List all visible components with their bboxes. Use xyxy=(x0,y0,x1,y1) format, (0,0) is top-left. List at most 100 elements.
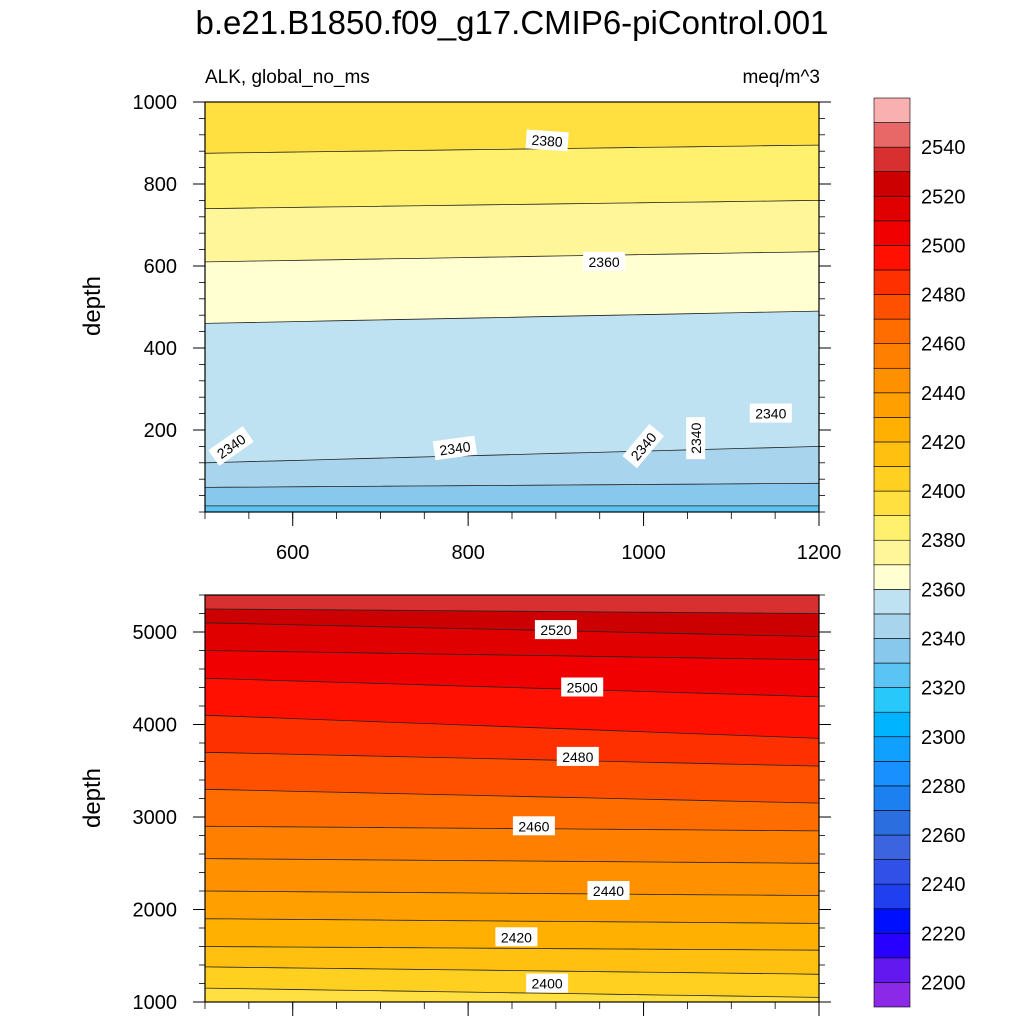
colorbar-tick-label: 2520 xyxy=(921,186,966,208)
colorbar-box xyxy=(873,417,911,443)
contour-band xyxy=(205,505,819,512)
contour-band xyxy=(205,622,819,660)
y-tick-label: 800 xyxy=(144,174,177,196)
contour-line xyxy=(204,825,820,832)
contour-label-bg xyxy=(749,403,792,423)
colorbar-box xyxy=(873,810,911,836)
colorbar-tick-label: 2400 xyxy=(921,481,966,503)
colorbar-tick-label: 2240 xyxy=(921,874,966,896)
contour-line xyxy=(204,200,820,209)
contour-label: 2340 xyxy=(432,435,478,461)
contour-band xyxy=(205,251,819,324)
y-tick-label: 1000 xyxy=(133,92,178,114)
contour-label-text: 2420 xyxy=(501,929,532,945)
colorbar-box xyxy=(873,367,911,394)
colorbar-tick-label: 2460 xyxy=(921,334,966,356)
colorbar-box xyxy=(873,245,911,271)
contour-label-bg xyxy=(556,746,599,766)
x-tick-label: 1000 xyxy=(621,542,666,564)
contour-label-bg xyxy=(583,251,626,271)
contour-label-bg xyxy=(512,816,555,836)
contour-line xyxy=(204,608,820,614)
contour-line xyxy=(204,858,820,864)
contour-label-text: 2400 xyxy=(532,976,563,992)
contour-label: 2480 xyxy=(556,746,599,766)
colorbar-box xyxy=(873,294,911,320)
colorbar-tick-label: 2220 xyxy=(921,923,966,945)
colorbar-tick-label: 2300 xyxy=(921,727,966,749)
colorbar-box xyxy=(873,515,911,541)
contour-label: 2340 xyxy=(749,403,792,423)
contour-label-text: 2380 xyxy=(531,132,563,150)
contour-band xyxy=(205,650,819,697)
contour-band xyxy=(205,446,819,488)
contour-label-text: 2480 xyxy=(562,749,593,765)
contour-label-bg xyxy=(495,927,538,947)
contour-label: 2440 xyxy=(587,881,630,900)
contour-band xyxy=(205,608,819,637)
colorbar-box xyxy=(873,539,911,566)
colorbar-box xyxy=(873,220,911,246)
colorbar-tick-label: 2280 xyxy=(921,776,966,798)
chart-title: b.e21.B1850.f09_g17.CMIP6-piControl.001 xyxy=(195,4,829,41)
contour-line xyxy=(204,482,820,488)
contour-label-text: 2340 xyxy=(755,406,786,422)
contour-label-bg xyxy=(208,426,254,466)
y-tick-label: 4000 xyxy=(133,715,178,737)
y-tick-label: 600 xyxy=(144,256,177,278)
colorbar-box xyxy=(873,195,911,222)
upper-panel: 200 400 600 800 1000 600 800 1000 1200 depth 2340 2… xyxy=(79,92,841,564)
contour-band xyxy=(205,200,819,262)
y-tick-label: 400 xyxy=(144,338,177,360)
colorbar-box xyxy=(873,490,911,516)
contour-label-bg xyxy=(686,417,706,460)
contour-line xyxy=(204,966,820,975)
colorbar-box xyxy=(873,97,911,123)
contour-line xyxy=(204,677,820,698)
contour-band xyxy=(205,595,819,614)
contour-band xyxy=(205,715,819,767)
contour-line xyxy=(204,650,820,661)
subtitle-right: meq/m^3 xyxy=(742,67,820,88)
colorbar-box xyxy=(873,736,911,762)
colorbar-box xyxy=(873,122,911,148)
contour-band xyxy=(205,891,819,924)
colorbar-box xyxy=(873,392,911,418)
contour-band xyxy=(205,988,819,1002)
colorbar-box xyxy=(873,785,911,811)
contour-label-text: 2500 xyxy=(567,680,598,696)
contour-line xyxy=(204,622,820,637)
contour-label-text: 2340 xyxy=(688,422,704,453)
colorbar-box xyxy=(873,711,911,738)
colorbar-box xyxy=(873,564,911,590)
contour-band xyxy=(205,858,819,896)
colorbar-tick-label: 2380 xyxy=(921,530,966,552)
colorbar-box xyxy=(873,269,911,295)
contour-label-text: 2360 xyxy=(589,254,620,270)
contour-label-bg xyxy=(587,881,630,900)
contour-label: 2520 xyxy=(534,620,577,640)
contour-line xyxy=(204,446,820,464)
y-tick-label: 5000 xyxy=(133,622,178,644)
colorbar-box xyxy=(873,613,911,639)
contour-band xyxy=(205,145,819,209)
colorbar-box xyxy=(873,343,911,369)
subtitle-left: ALK, global_no_ms xyxy=(205,67,370,88)
contour-line xyxy=(204,890,820,896)
contour-line xyxy=(204,251,820,263)
colorbar-box xyxy=(873,318,911,344)
colorbar-tick-label: 2320 xyxy=(921,678,966,700)
y-tick-label: 2000 xyxy=(133,900,178,922)
colorbar-box xyxy=(873,883,911,910)
colorbar-box xyxy=(873,761,911,787)
x-tick-label: 1200 xyxy=(797,542,842,564)
contour-label-text: 2460 xyxy=(518,818,549,834)
contour-label-bg xyxy=(526,973,569,993)
contour-label: 2460 xyxy=(512,816,555,836)
colorbar-box xyxy=(873,146,911,173)
y-tick-label: 3000 xyxy=(133,807,178,829)
contour-band xyxy=(205,102,819,154)
contour-label-bg xyxy=(561,677,604,697)
x-tick-label: 800 xyxy=(451,542,484,564)
contour-line xyxy=(204,788,820,804)
